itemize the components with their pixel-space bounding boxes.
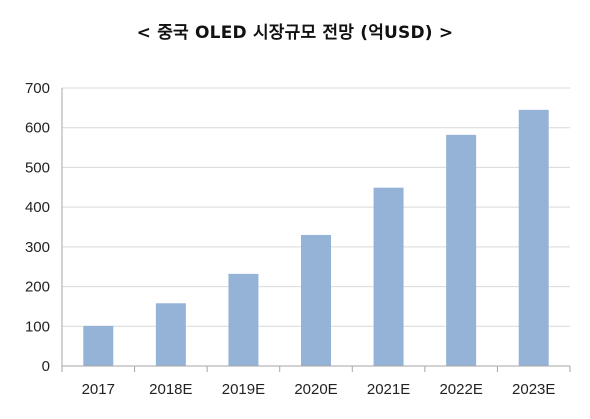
x-tick-label: 2022E xyxy=(439,381,482,398)
y-tick-label: 200 xyxy=(25,279,50,296)
x-tick-label: 2017 xyxy=(82,381,115,398)
bars xyxy=(83,109,549,366)
bar-2021E xyxy=(373,187,404,366)
bar-2018E xyxy=(155,303,186,366)
y-tick-label: 700 xyxy=(25,80,50,97)
x-tick-label: 2018E xyxy=(149,381,192,398)
x-tick-label: 2020E xyxy=(294,381,337,398)
y-tick-label: 0 xyxy=(42,358,50,375)
y-tick-label: 500 xyxy=(25,159,50,176)
x-tick-labels: 2017 2018E 2019E 2020E 2021E 2022E 2023E xyxy=(82,381,556,398)
y-tick-label: 600 xyxy=(25,120,50,137)
y-tick-label: 400 xyxy=(25,199,50,216)
chart-title: < 중국 OLED 시장규모 전망 (억USD) > xyxy=(136,23,454,43)
bar-2022E xyxy=(446,134,477,366)
y-tick-label: 100 xyxy=(25,318,50,335)
x-tick-label: 2019E xyxy=(222,381,265,398)
x-tick-label: 2021E xyxy=(367,381,410,398)
bar-2020E xyxy=(301,234,331,366)
x-tick-label: 2023E xyxy=(512,381,555,398)
bar-2023E xyxy=(518,109,549,366)
axes xyxy=(61,88,571,372)
y-tick-labels: 0 100 200 300 400 500 600 700 xyxy=(25,80,50,375)
bar-2019E xyxy=(228,273,259,366)
y-tick-label: 300 xyxy=(25,239,50,256)
bar-2017 xyxy=(83,325,114,366)
